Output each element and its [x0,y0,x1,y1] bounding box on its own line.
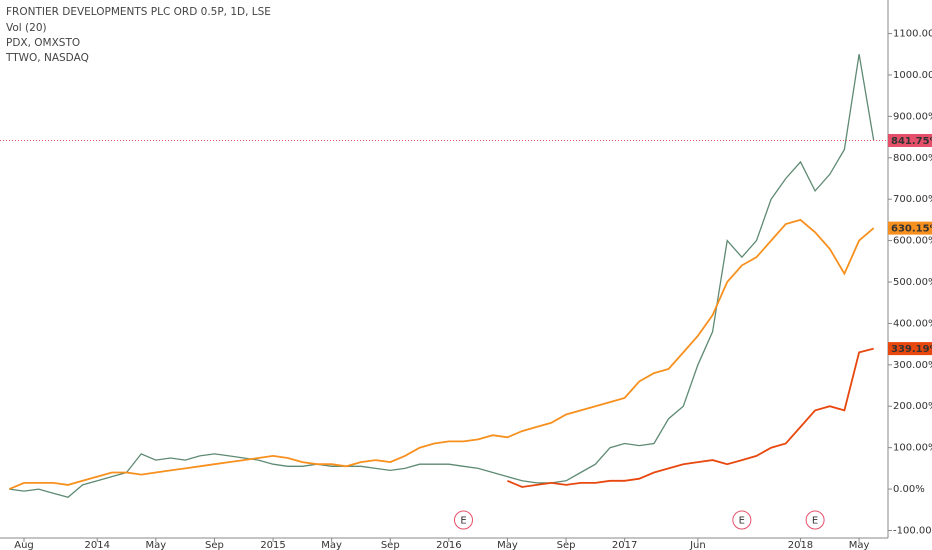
y-tick-label: 600.00% [893,236,932,247]
event-label: E [739,516,745,527]
event-marker [805,510,825,530]
x-tick-label: Sep [205,540,224,550]
event-marker [454,510,473,530]
y-tick-label: -100.00% [893,525,932,536]
x-tick-label: May [321,540,342,550]
y-tick-label: 100.00% [893,443,932,454]
series-line [9,54,875,499]
last-value-label: 339.19% [891,344,932,355]
legend-entry: Vol (20) [6,22,47,34]
event-label: E [812,516,818,527]
last-value-label: 630.15% [891,224,932,235]
x-tick-label: 2018 [788,540,813,550]
legend-entry: PDX, OMXSTO [6,37,80,49]
legend-entry: TTWO, NASDAQ [5,52,89,64]
legend-entry: FRONTIER DEVELOPMENTS PLC ORD 0.5P, 1D, … [6,6,271,18]
event-label: E [460,516,466,527]
y-tick-label: 500.00% [893,277,932,288]
series-line [8,218,875,490]
last-value-badge [888,133,932,147]
x-tick-label: 2017 [612,540,637,550]
event-marker [732,510,752,530]
x-tick-label: May [849,540,870,550]
legend: FRONTIER DEVELOPMENTS PLC ORD 0.5P, 1D, … [5,6,271,64]
y-tick-label: 800.00% [893,153,932,164]
series-line [507,347,874,488]
y-tick-label: 0.00% [893,484,925,495]
y-tick-label: 300.00% [893,360,932,371]
x-tick-label: 2015 [260,540,285,550]
y-tick-label: 400.00% [893,318,932,329]
y-tick-label: 900.00% [893,111,932,122]
y-tick-label: 1100.00% [893,29,932,40]
x-tick-label: 2016 [436,540,461,550]
x-tick-label: May [146,540,167,550]
y-tick-label: 700.00% [893,194,932,205]
x-tick-label: Sep [557,540,576,550]
x-tick-label: Sep [381,540,400,550]
x-tick-label: May [497,540,518,550]
x-tick-label: Jun [689,540,706,550]
x-tick-label: 2014 [85,540,110,550]
x-tick-label: Aug [14,540,34,550]
last-value-badge [888,221,932,235]
y-tick-label: 1000.00% [893,70,932,81]
y-tick-label: 200.00% [893,401,932,412]
last-value-label: 841.75% [891,136,932,147]
last-value-badge [888,342,932,356]
